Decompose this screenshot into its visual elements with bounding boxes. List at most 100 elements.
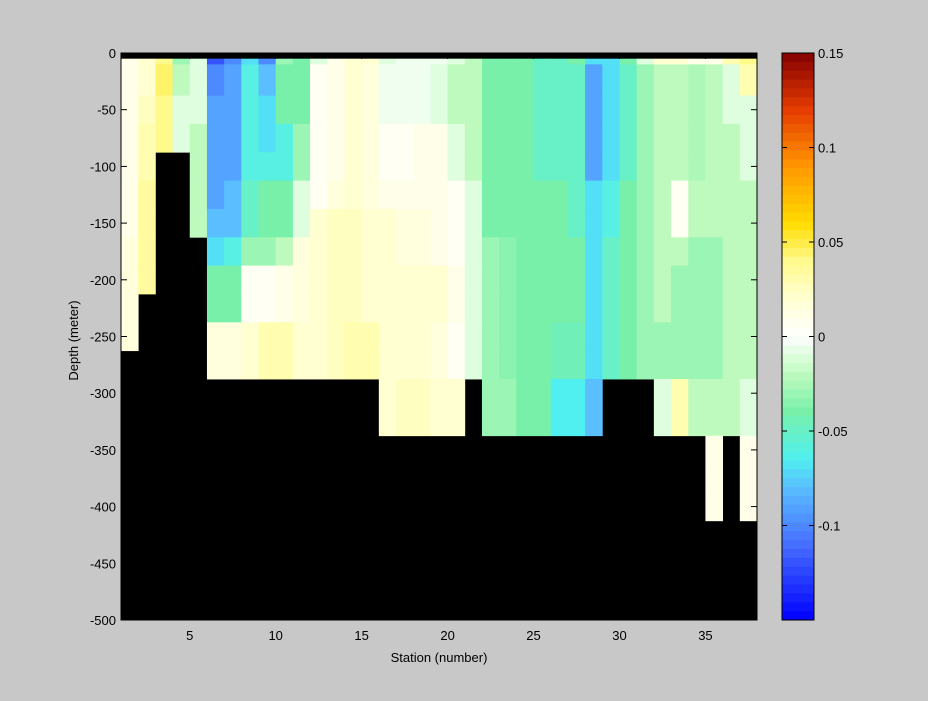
heatmap-cell [378, 265, 397, 295]
heatmap-cell [396, 208, 414, 238]
heatmap-cell [567, 407, 586, 437]
heatmap-cell [739, 407, 758, 437]
heatmap-cell [344, 64, 363, 96]
heatmap-cell [413, 58, 431, 65]
heatmap-cell [396, 265, 414, 295]
heatmap-cell [464, 180, 483, 210]
heatmap-cell [413, 265, 431, 295]
heatmap-cell [585, 123, 603, 153]
heatmap-cell [739, 180, 758, 210]
heatmap-cell [292, 95, 311, 125]
heatmap-cell [447, 123, 466, 153]
heatmap-cell [499, 265, 517, 295]
heatmap-cell [636, 123, 655, 153]
y-tick-label: -100 [90, 159, 116, 174]
heatmap-cell [206, 95, 225, 125]
heatmap-cell [688, 379, 706, 408]
heatmap-cell [138, 208, 156, 238]
heatmap-cell [550, 180, 569, 210]
heatmap-cell [550, 237, 569, 267]
colorbar-segment [782, 221, 814, 231]
heatmap-cell [121, 152, 139, 181]
heatmap-cell [258, 64, 277, 96]
heatmap-cell [155, 123, 173, 153]
heatmap-cell [241, 152, 259, 181]
heatmap-cell [224, 265, 242, 295]
heatmap-cell [396, 322, 414, 352]
heatmap-cell [378, 379, 397, 408]
heatmap-cell [653, 237, 672, 267]
heatmap-cell [413, 95, 431, 125]
x-axis-label: Station (number) [391, 650, 488, 665]
heatmap-cell [499, 407, 517, 437]
heatmap-cell [705, 58, 724, 65]
heatmap-cell [464, 293, 483, 323]
colorbar-segment [782, 106, 814, 116]
heatmap-cell [705, 208, 724, 238]
colorbar-segment [782, 159, 814, 169]
heatmap-cell [567, 350, 586, 380]
heatmap-cell [636, 64, 655, 96]
colorbar-segment [782, 230, 814, 240]
heatmap-cell [121, 180, 139, 210]
heatmap-cell [671, 64, 689, 96]
colorbar-tick-label: 0.15 [818, 46, 843, 61]
heatmap-cell [241, 237, 259, 267]
heatmap-cell [258, 293, 277, 323]
heatmap-cell [361, 64, 380, 96]
heatmap-cell [619, 64, 638, 96]
heatmap-cell [344, 58, 363, 65]
heatmap-cell [585, 180, 603, 210]
heatmap-cell [327, 265, 345, 295]
colorbar-segment [782, 460, 814, 470]
x-tick-label: 15 [354, 628, 368, 643]
heatmap-cell [499, 123, 517, 153]
colorbar-segment [782, 194, 814, 205]
heatmap-cell [688, 265, 706, 295]
colorbar-segment [782, 602, 814, 612]
heatmap-cell [430, 180, 448, 210]
heatmap-cell [447, 407, 466, 437]
heatmap-cell [688, 237, 706, 267]
heatmap-cell [481, 293, 500, 323]
colorbar-segment [782, 132, 814, 143]
heatmap-cell [447, 379, 466, 408]
heatmap-cell [206, 123, 225, 153]
heatmap-cell [722, 237, 741, 267]
heatmap-cell [447, 237, 466, 267]
heatmap-cell [688, 322, 706, 352]
y-tick-label: -450 [90, 556, 116, 571]
heatmap-cell [739, 379, 758, 408]
heatmap-cell [464, 95, 483, 125]
heatmap-cell [499, 208, 517, 238]
heatmap-cell [499, 180, 517, 210]
heatmap-cell [653, 293, 672, 323]
heatmap-cell [430, 58, 448, 65]
heatmap-cell [430, 350, 448, 380]
heatmap-cell [413, 322, 431, 352]
heatmap-cell [567, 379, 586, 408]
heatmap-cell [155, 95, 173, 125]
heatmap-cell [533, 208, 552, 238]
heatmap-cell [430, 208, 448, 238]
heatmap-cell [310, 265, 328, 295]
heatmap-cell [585, 208, 603, 238]
heatmap-cell [516, 208, 534, 238]
y-tick-label: -400 [90, 500, 116, 515]
heatmap-cell [292, 322, 311, 352]
heatmap-cell [619, 95, 638, 125]
heatmap-cell [567, 123, 586, 153]
heatmap-cell [705, 435, 724, 465]
colorbar-tick-label: -0.05 [818, 424, 848, 439]
heatmap-cell [739, 265, 758, 295]
heatmap-cell [189, 180, 208, 210]
heatmap-cell [550, 265, 569, 295]
heatmap-cell [189, 123, 208, 153]
heatmap-cell [189, 58, 208, 65]
heatmap-cell [396, 180, 414, 210]
heatmap-cell [739, 435, 758, 465]
heatmap-cell [722, 379, 741, 408]
heatmap-cell [481, 123, 500, 153]
colorbar-tick-label: 0.1 [818, 141, 836, 156]
